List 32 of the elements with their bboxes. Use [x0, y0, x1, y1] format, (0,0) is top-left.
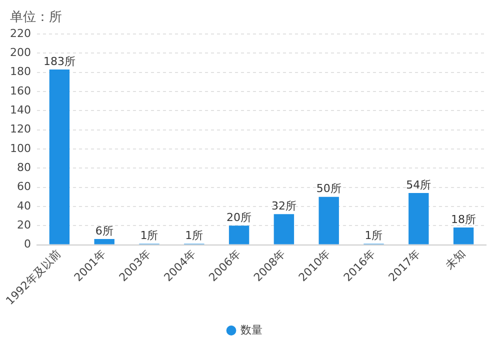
- legend-label: 数量: [240, 323, 262, 336]
- data-label: 32所: [271, 199, 296, 212]
- y-axis-title: 单位：所: [10, 9, 62, 26]
- y-tick-label: 160: [10, 84, 31, 98]
- x-tick-label: 未知: [442, 247, 468, 272]
- bar: [49, 69, 70, 244]
- y-tick-label: 180: [10, 65, 31, 78]
- y-tick-label: 60: [16, 180, 31, 194]
- bar: [408, 193, 429, 244]
- bar: [228, 226, 250, 244]
- y-tick-label: 40: [16, 199, 31, 212]
- y-tick-label: 220: [10, 26, 31, 40]
- y-tick-label: 120: [10, 122, 31, 136]
- data-label: 18所: [451, 212, 476, 226]
- data-label: 6所: [95, 224, 114, 238]
- y-tick-label: 80: [16, 160, 31, 174]
- bar: [274, 214, 294, 244]
- y-tick-label: 200: [10, 46, 31, 60]
- y-tick-label: 100: [10, 142, 31, 155]
- y-tick-label: 0: [24, 238, 31, 251]
- data-label: 183所: [43, 54, 76, 68]
- data-label: 1所: [185, 229, 204, 242]
- y-tick-label: 140: [10, 104, 31, 116]
- bar: [318, 196, 339, 244]
- data-label: 50所: [316, 182, 342, 196]
- data-label: 20所: [226, 210, 252, 224]
- bar: [94, 239, 114, 244]
- data-label: 54所: [406, 178, 432, 192]
- bar: [453, 228, 474, 244]
- data-label: 1所: [140, 229, 158, 242]
- y-tick-label: 20: [16, 218, 31, 232]
- data-label: 1所: [364, 229, 383, 242]
